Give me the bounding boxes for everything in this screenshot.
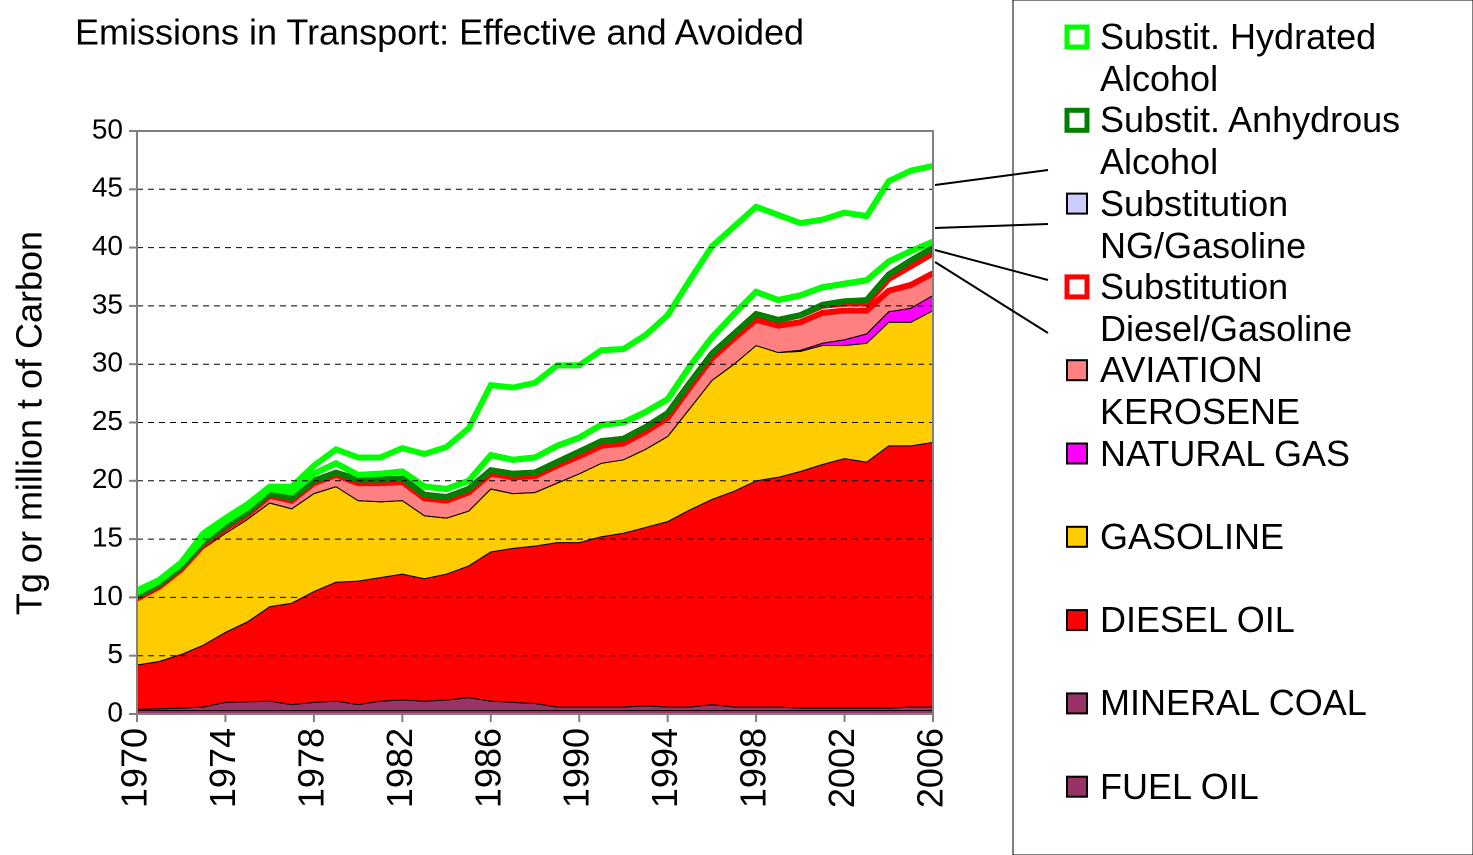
legend-label: Substitution Diesel/Gasoline [1100, 265, 1353, 349]
legend-swatch [1064, 107, 1090, 133]
legend-swatch [1066, 692, 1088, 715]
plot-border [136, 130, 934, 715]
x-tick-label: 1974 [202, 728, 243, 808]
y-axis-label: Tg or million t of Carbon [9, 231, 50, 615]
legend-box [1012, 0, 1473, 855]
x-tick-label: 1978 [290, 728, 331, 808]
legend-swatch [1066, 609, 1088, 632]
y-tick-label: 5 [107, 638, 123, 669]
legend-swatch [1066, 192, 1088, 215]
y-tick-label: 10 [92, 580, 123, 611]
x-tick-label: 1990 [556, 728, 597, 808]
legend-label: MINERAL COAL [1100, 682, 1367, 724]
legend-label: AVIATION KEROSENE [1100, 349, 1301, 433]
leader-lines [934, 169, 1049, 334]
legend-label: GASOLINE [1100, 515, 1285, 557]
leader-line [934, 169, 1049, 186]
legend-label: Substitution NG/Gasoline [1100, 182, 1307, 266]
leader-line [934, 249, 1049, 281]
y-tick-label: 50 [92, 113, 123, 144]
legend-swatch [1066, 775, 1088, 798]
y-tick-label: 20 [92, 463, 123, 494]
y-tick-label: 40 [92, 230, 123, 261]
y-tick-label: 30 [92, 347, 123, 378]
area [137, 165, 933, 593]
y-tick-label: 25 [92, 405, 123, 436]
x-tick-label: 1986 [467, 728, 508, 808]
legend-swatch [1066, 359, 1088, 382]
x-tick-label: 1994 [644, 728, 685, 808]
x-tick-label: 2002 [821, 728, 862, 808]
y-tick-label: 45 [92, 172, 123, 203]
legend-label: Substit. Anhydrous Alcohol [1100, 99, 1401, 183]
y-tick-label: 15 [92, 521, 123, 552]
legend-label: NATURAL GAS [1100, 432, 1351, 474]
x-tick-label: 1970 [114, 728, 155, 808]
area-lower-edge [135, 245, 935, 599]
legend-swatch [1064, 24, 1090, 50]
y-tick-label: 0 [107, 696, 123, 727]
leader-line [934, 261, 1049, 334]
legend-label: FUEL OIL [1100, 765, 1259, 807]
legend-swatch [1064, 274, 1090, 300]
x-tick-label: 1982 [379, 728, 420, 808]
x-tick-label: 1998 [733, 728, 774, 808]
legend-label: DIESEL OIL [1100, 599, 1295, 641]
area-upper-edge [135, 163, 934, 594]
chart-title: Emissions in Transport: Effective and Av… [75, 12, 804, 53]
x-tick-label: 2006 [910, 728, 951, 808]
legend-label: Substit. Hydrated Alcohol [1100, 16, 1377, 99]
legend-swatch [1066, 525, 1088, 548]
legend-swatch [1066, 442, 1088, 465]
y-tick-label: 35 [92, 288, 123, 319]
leader-line [934, 223, 1049, 229]
